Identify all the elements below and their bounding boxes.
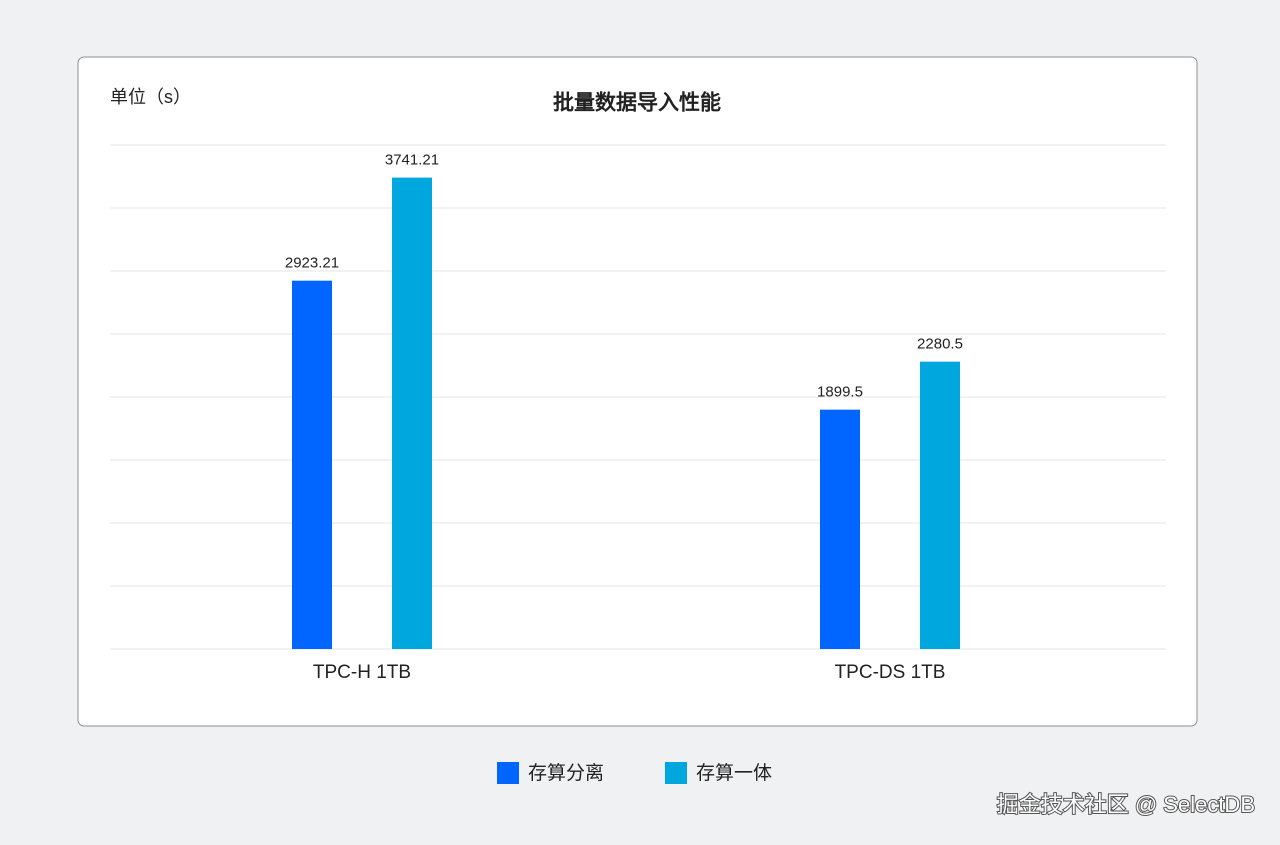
legend-label: 存算分离 [528,762,604,784]
value-label: 2280.5 [917,336,963,353]
legend-label: 存算一体 [696,762,772,784]
legend-swatch [665,762,687,784]
value-label: 2923.21 [285,255,339,272]
legend-swatch [497,762,519,784]
bar [292,280,332,649]
bar [920,361,960,649]
x-tick-label: TPC-DS 1TB [835,662,946,683]
value-label: 3741.21 [385,152,439,169]
chart-card [77,56,1198,727]
value-label: 1899.5 [817,384,863,401]
watermark: 掘金技术社区 @ SelectDB [997,792,1255,817]
x-tick-label: TPC-H 1TB [313,662,411,683]
bar [392,177,432,649]
bar [820,409,860,649]
y-axis-label: 单位（s） [110,87,191,107]
chart-title: 批量数据导入性能 [553,91,721,115]
